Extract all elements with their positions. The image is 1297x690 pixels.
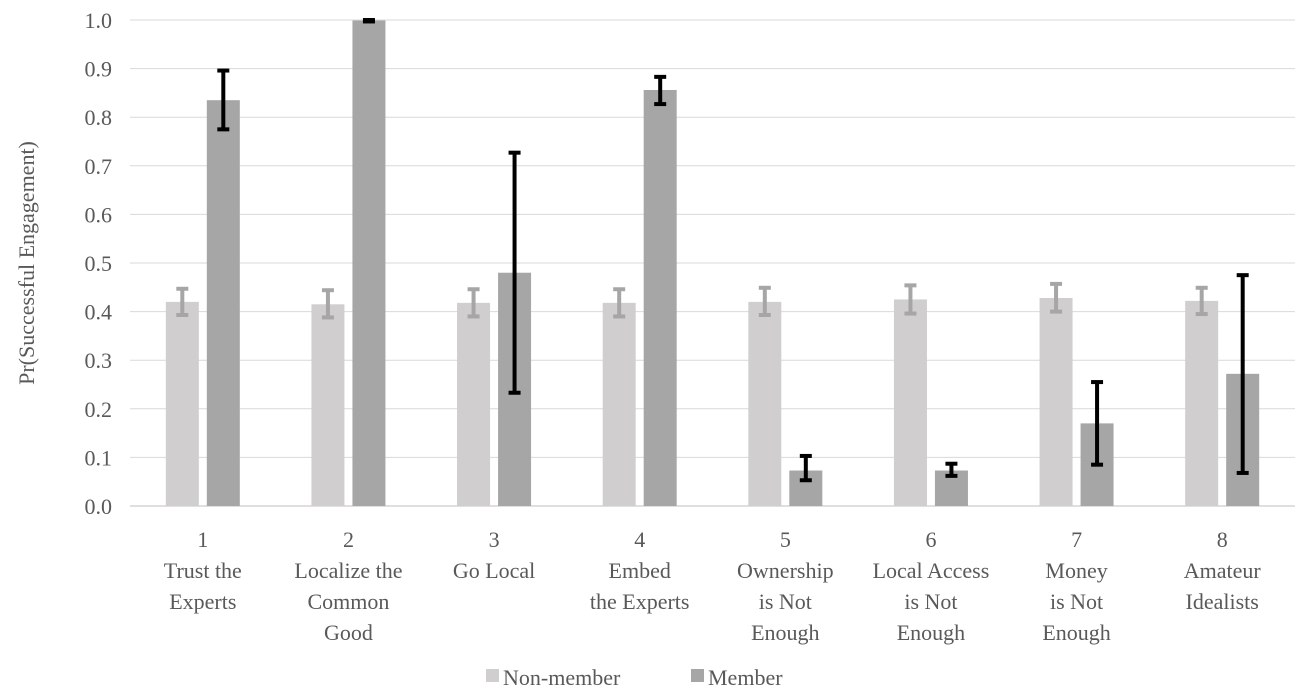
bar-non-member-7 <box>1039 297 1073 506</box>
bar-non-member-8 <box>1185 300 1219 506</box>
y-axis-label: Pr(Successful Engagement) <box>14 141 39 385</box>
error-bar <box>508 150 521 395</box>
legend-label-member: Member <box>708 665 783 690</box>
y-tick-label: 0.3 <box>85 348 113 373</box>
category-label-3: 3 Go Local <box>453 527 535 583</box>
bar-non-member-2 <box>311 304 345 506</box>
y-tick-label: 0.4 <box>85 300 113 325</box>
error-bar <box>1236 273 1249 475</box>
error-bar <box>1091 380 1104 467</box>
error-bar <box>758 285 771 318</box>
legend-label-non-member: Non-member <box>503 665 621 690</box>
y-tick-label: 0.0 <box>85 494 113 519</box>
y-tick-label: 0.5 <box>85 251 113 276</box>
error-bars <box>176 18 1249 483</box>
error-bar <box>176 286 189 318</box>
category-label-8: 8 Amateur Idealists <box>1184 527 1262 614</box>
y-tick-label: 0.9 <box>85 57 113 82</box>
error-bar <box>217 68 230 132</box>
y-tick-label: 1.0 <box>85 8 113 33</box>
error-bar <box>799 453 812 483</box>
gridlines <box>130 19 1295 507</box>
error-bar <box>1050 281 1063 314</box>
bar-non-member-6 <box>893 299 927 506</box>
y-tick-label: 0.1 <box>85 445 113 470</box>
error-bar <box>467 287 480 319</box>
bar-member-2 <box>352 20 386 507</box>
y-tick-label: 0.6 <box>85 202 113 227</box>
y-tick-label: 0.2 <box>85 397 113 422</box>
bar-non-member-4 <box>602 302 636 506</box>
x-axis-category-labels: 1 Trust the Experts 2 Localize the Common Good… <box>164 527 1262 645</box>
legend-swatch-member <box>691 669 704 682</box>
bar-non-member-3 <box>457 302 491 506</box>
error-bar <box>904 283 917 316</box>
error-bar <box>945 461 958 478</box>
error-bar <box>613 287 626 319</box>
category-label-6: 6 Local Access is Not Enough <box>873 527 990 645</box>
legend-swatch-non-member <box>486 669 499 682</box>
category-label-7: 7 Money is Not Enough <box>1042 527 1110 645</box>
bars <box>165 20 1260 507</box>
bar-member-1 <box>206 100 240 506</box>
bar-non-member-5 <box>748 301 782 506</box>
category-label-4: 4 Embed the Experts <box>590 527 690 614</box>
category-label-5: 5 Ownership is Not Enough <box>737 527 834 645</box>
error-bar <box>362 18 375 24</box>
y-tick-label: 0.7 <box>85 154 113 179</box>
error-bar <box>654 74 667 107</box>
y-tick-label: 0.8 <box>85 105 113 130</box>
error-bar <box>1195 285 1208 317</box>
y-axis-tick-labels: 0.0 0.1 0.2 0.3 0.4 0.5 0.6 0.7 0.8 0.9 1.0 <box>85 8 113 519</box>
error-bar <box>321 288 334 320</box>
category-label-1: 1 Trust the Experts <box>164 527 242 614</box>
bar-member-4 <box>643 89 677 506</box>
category-label-2: 2 Localize the Common Good <box>294 527 402 645</box>
legend: Non-member Member <box>486 665 783 690</box>
bar-non-member-1 <box>165 301 199 506</box>
